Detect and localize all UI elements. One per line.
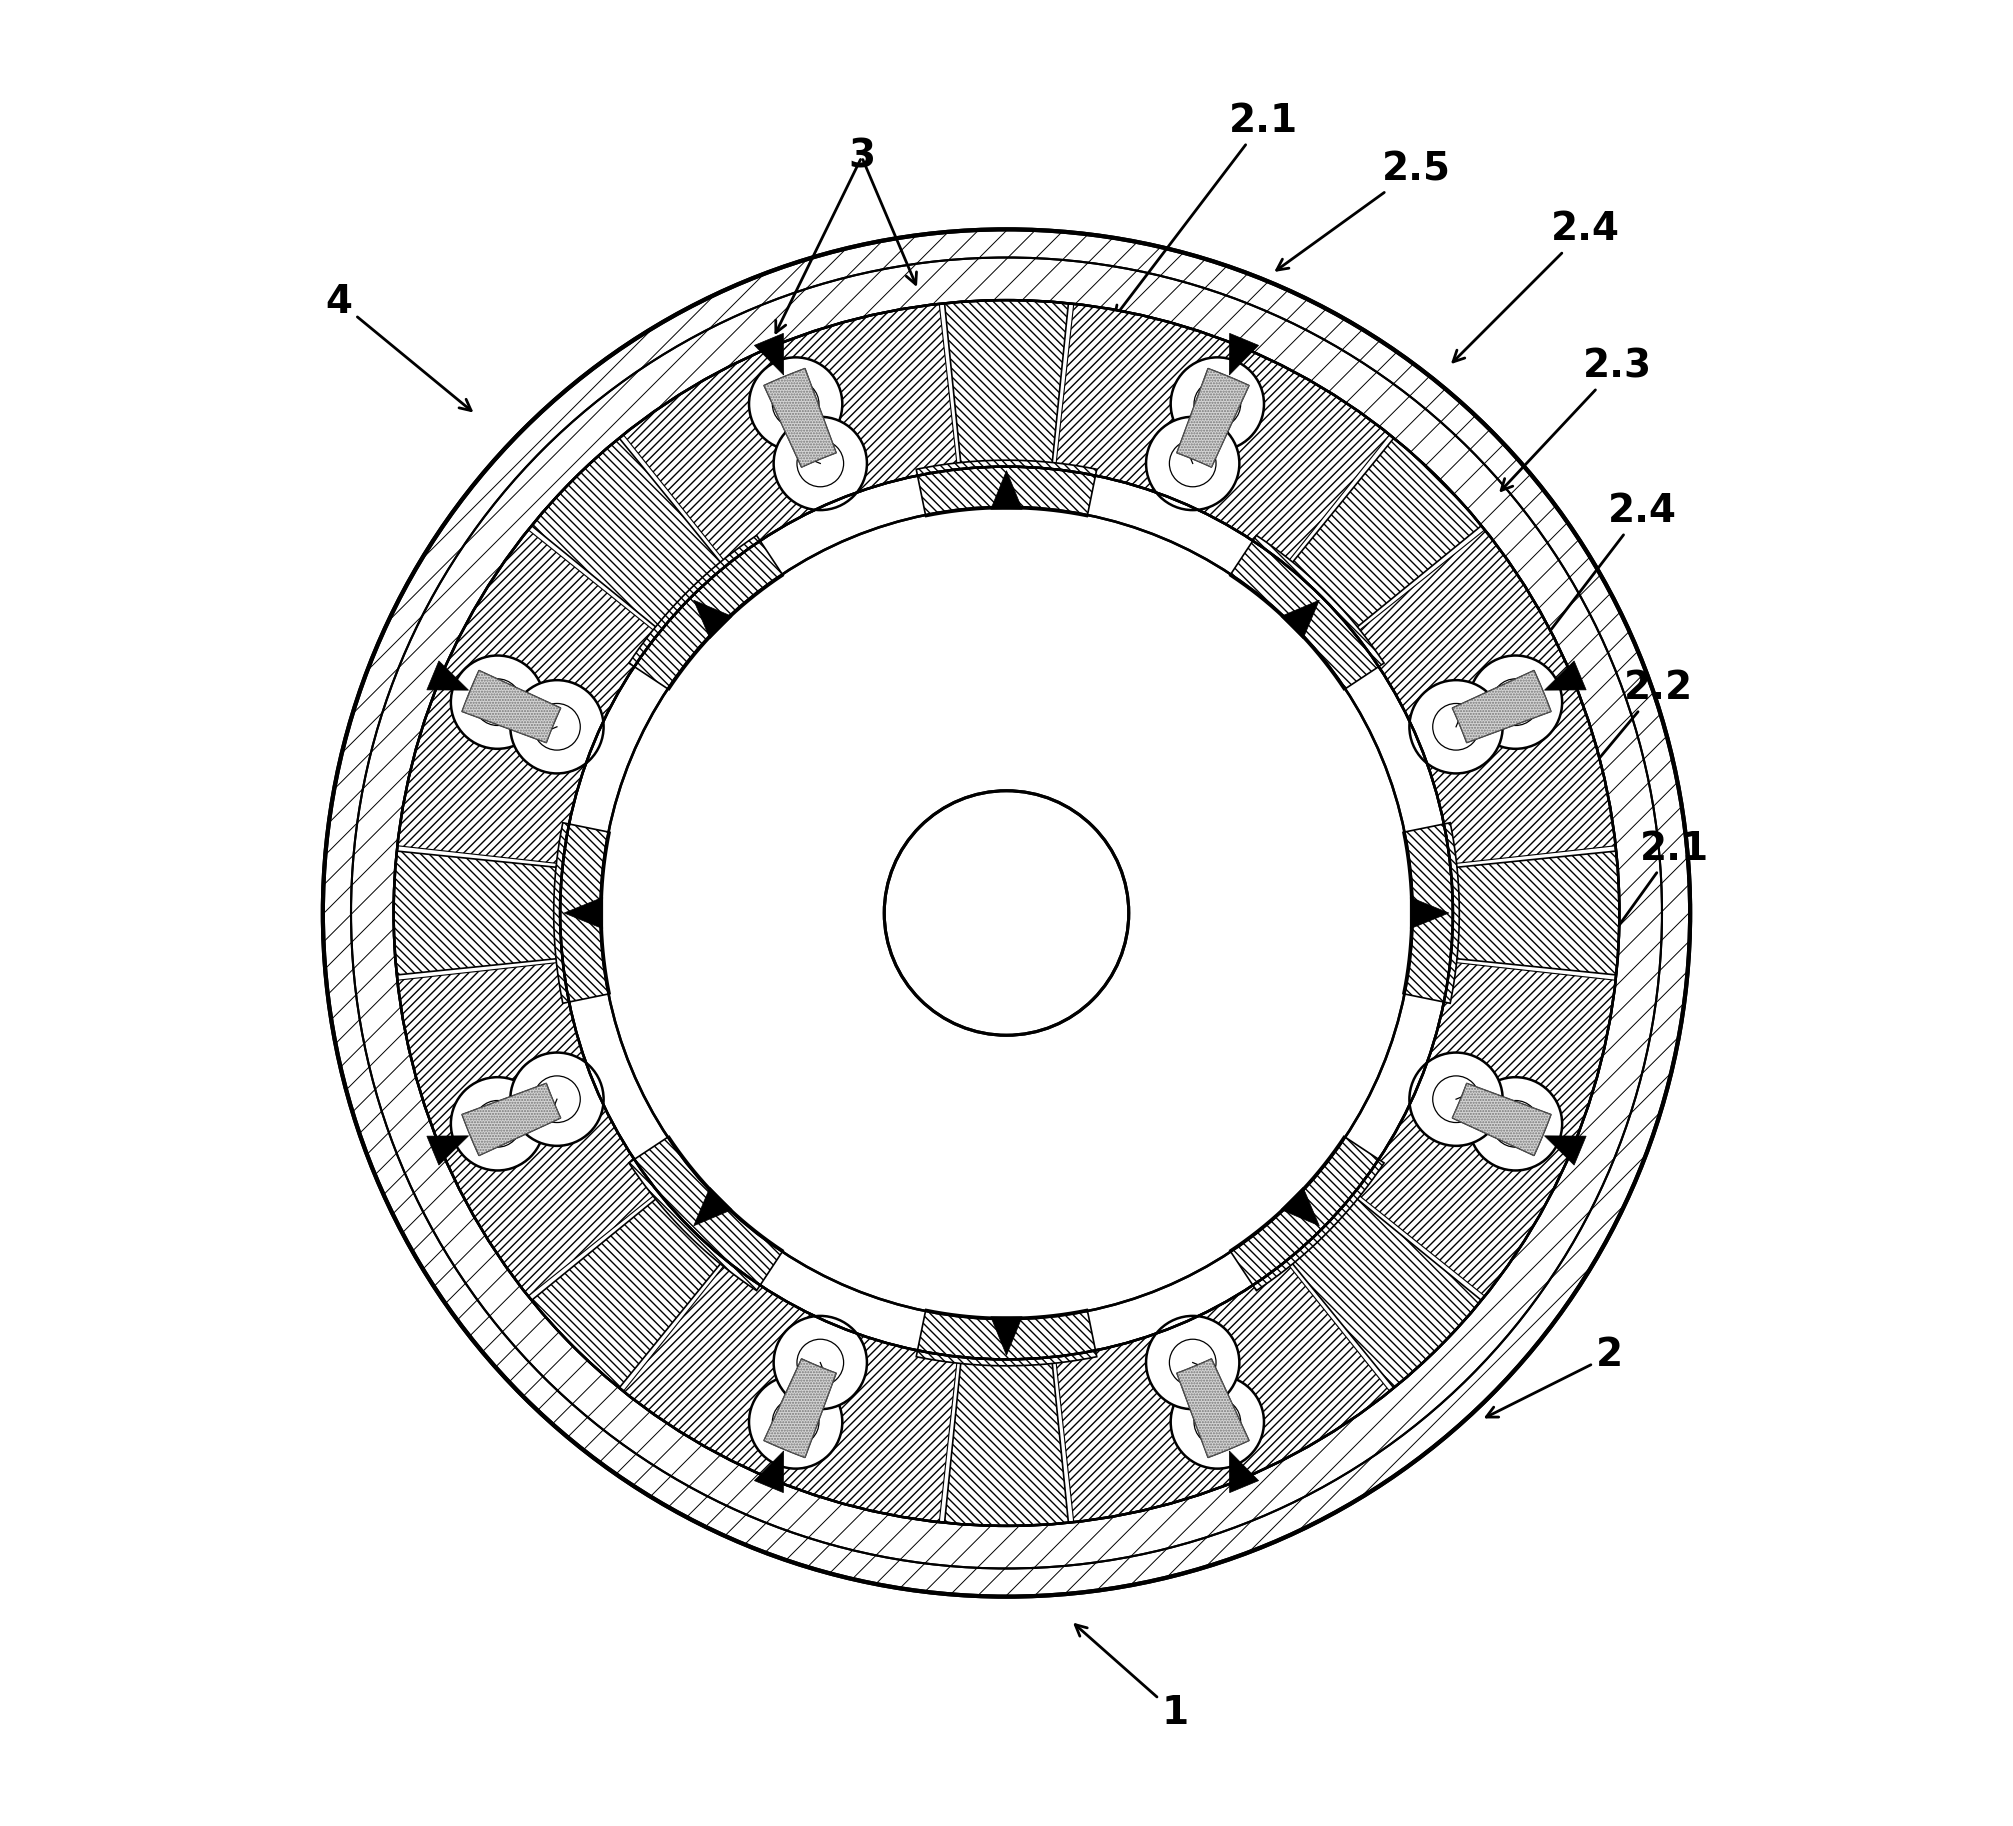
Text: 4: 4 xyxy=(326,283,471,411)
Polygon shape xyxy=(944,1357,1069,1527)
Polygon shape xyxy=(554,824,610,1002)
Circle shape xyxy=(511,1052,604,1147)
Polygon shape xyxy=(1355,530,1616,864)
Circle shape xyxy=(1172,1375,1264,1468)
Polygon shape xyxy=(755,334,783,374)
Polygon shape xyxy=(888,508,1125,796)
Circle shape xyxy=(773,1317,868,1410)
Circle shape xyxy=(884,791,1129,1035)
Polygon shape xyxy=(1055,1262,1389,1523)
Polygon shape xyxy=(1451,851,1618,975)
Circle shape xyxy=(451,1077,544,1170)
Polygon shape xyxy=(1230,334,1258,374)
Polygon shape xyxy=(763,1359,835,1457)
Polygon shape xyxy=(1280,1187,1319,1225)
Polygon shape xyxy=(1280,601,1319,639)
Polygon shape xyxy=(531,1196,725,1388)
Polygon shape xyxy=(397,530,658,864)
Polygon shape xyxy=(1544,1136,1586,1165)
Text: 1: 1 xyxy=(1075,1625,1190,1733)
Polygon shape xyxy=(427,1136,469,1165)
Text: 2.4: 2.4 xyxy=(1453,210,1620,362)
Polygon shape xyxy=(397,962,658,1296)
Polygon shape xyxy=(1288,1196,1482,1388)
Polygon shape xyxy=(461,1083,562,1156)
Polygon shape xyxy=(694,1187,733,1225)
Circle shape xyxy=(395,299,1618,1527)
Circle shape xyxy=(451,656,544,749)
Polygon shape xyxy=(1178,1359,1250,1457)
Text: 2: 2 xyxy=(1486,1337,1622,1417)
Polygon shape xyxy=(1288,438,1482,630)
Polygon shape xyxy=(990,471,1023,509)
Circle shape xyxy=(1409,1052,1502,1147)
Circle shape xyxy=(560,467,1453,1359)
Circle shape xyxy=(1469,1077,1562,1170)
Text: 2.4: 2.4 xyxy=(1540,491,1677,643)
Polygon shape xyxy=(1230,1452,1258,1492)
Text: 2.2: 2.2 xyxy=(1562,668,1693,803)
Polygon shape xyxy=(1411,897,1449,929)
Polygon shape xyxy=(916,460,1097,517)
Text: 3: 3 xyxy=(847,139,876,175)
Circle shape xyxy=(1172,358,1264,451)
Circle shape xyxy=(1145,1317,1240,1410)
Text: 2.3: 2.3 xyxy=(1502,347,1653,491)
Text: 2.1: 2.1 xyxy=(1584,829,1709,973)
Polygon shape xyxy=(755,1452,783,1492)
Polygon shape xyxy=(600,794,890,1032)
Polygon shape xyxy=(763,369,835,467)
Circle shape xyxy=(773,416,868,509)
Polygon shape xyxy=(624,1262,958,1523)
Polygon shape xyxy=(1403,824,1459,1002)
Polygon shape xyxy=(1230,1136,1385,1291)
Polygon shape xyxy=(1355,962,1616,1296)
Polygon shape xyxy=(461,670,562,743)
Polygon shape xyxy=(1123,794,1413,1032)
Text: 2.1: 2.1 xyxy=(1115,102,1298,318)
Circle shape xyxy=(511,679,604,774)
Circle shape xyxy=(1469,656,1562,749)
Polygon shape xyxy=(1230,535,1385,690)
Polygon shape xyxy=(1178,369,1250,467)
Circle shape xyxy=(749,1375,841,1468)
Circle shape xyxy=(395,299,1618,1527)
Polygon shape xyxy=(395,851,562,975)
Circle shape xyxy=(1145,416,1240,509)
Polygon shape xyxy=(531,438,725,630)
Polygon shape xyxy=(628,535,783,690)
Polygon shape xyxy=(564,897,602,929)
Polygon shape xyxy=(1544,661,1586,690)
Text: 2.5: 2.5 xyxy=(1276,150,1451,270)
Polygon shape xyxy=(1055,303,1389,564)
Polygon shape xyxy=(628,1136,783,1291)
Circle shape xyxy=(1409,679,1502,774)
Circle shape xyxy=(600,508,1413,1318)
Polygon shape xyxy=(624,303,958,564)
Polygon shape xyxy=(916,1309,1097,1366)
Polygon shape xyxy=(1451,670,1552,743)
Polygon shape xyxy=(888,1030,1125,1318)
Circle shape xyxy=(322,230,1691,1596)
Polygon shape xyxy=(944,299,1069,469)
Polygon shape xyxy=(1451,1083,1552,1156)
Polygon shape xyxy=(694,601,733,639)
Polygon shape xyxy=(427,661,469,690)
Circle shape xyxy=(749,358,841,451)
Polygon shape xyxy=(990,1317,1023,1355)
